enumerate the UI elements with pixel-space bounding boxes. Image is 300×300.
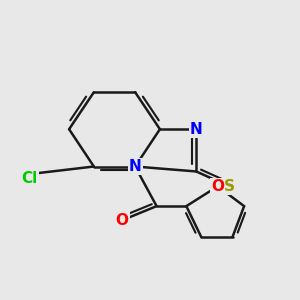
Text: O: O	[116, 213, 128, 228]
Text: N: N	[129, 159, 142, 174]
Text: S: S	[224, 179, 235, 194]
Text: N: N	[190, 122, 203, 137]
Text: Cl: Cl	[21, 171, 38, 186]
Text: O: O	[211, 179, 224, 194]
